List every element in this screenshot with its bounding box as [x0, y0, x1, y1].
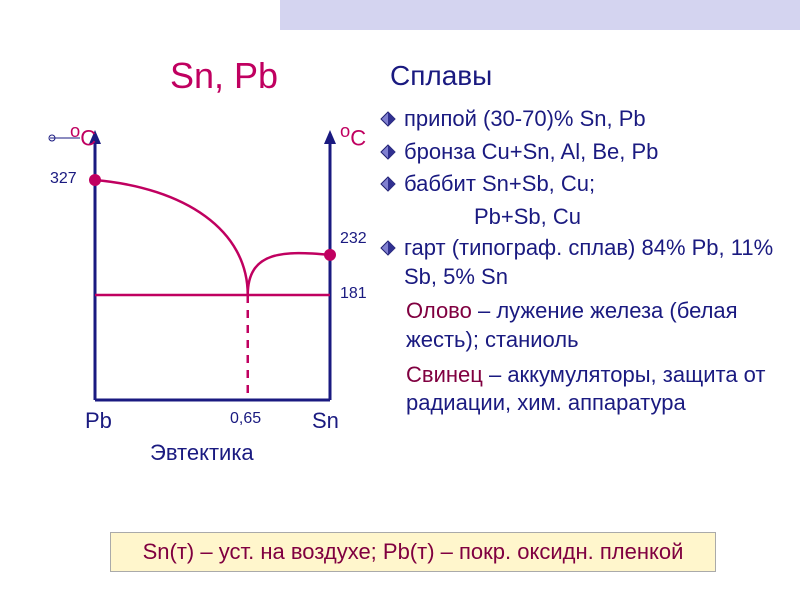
y-axis-unit-left: oC	[70, 120, 96, 151]
lead-usage-line: Свинец – аккумуляторы, защита от радиаци…	[380, 361, 780, 418]
tick-327: 327	[50, 170, 77, 188]
alloy-list: припой (30-70)% Sn, Pb бронза Cu+Sn, Al,…	[380, 105, 780, 422]
tick-232: 232	[340, 230, 367, 248]
section-heading: Сплавы	[390, 60, 492, 92]
list-item-text: баббит Sn+Sb, Cu;	[404, 170, 595, 199]
phase-diagram: oC oC 327 232 181 Pb Sn 0,65 Эвтектика	[40, 130, 360, 510]
list-item-continuation: Pb+Sb, Cu	[474, 203, 780, 231]
diamond-bullet-icon	[380, 240, 396, 256]
list-item-text: припой (30-70)% Sn, Pb	[404, 105, 646, 134]
diagram-svg	[40, 130, 360, 450]
eutectic-label: Эвтектика	[150, 440, 254, 466]
lead-highlight: Свинец	[406, 362, 483, 387]
list-item: припой (30-70)% Sn, Pb	[380, 105, 780, 134]
list-item: гарт (типограф. сплав) 84% Pb, 11% Sb, 5…	[380, 234, 780, 291]
y-axis-unit-right: oC	[340, 120, 366, 151]
x-label-pb: Pb	[85, 408, 112, 434]
list-item: баббит Sn+Sb, Cu;	[380, 170, 780, 199]
list-item-text: бронза Cu+Sn, Al, Be, Pb	[404, 138, 658, 167]
x-label-sn: Sn	[312, 408, 339, 434]
tick-181: 181	[340, 285, 367, 303]
list-item: бронза Cu+Sn, Al, Be, Pb	[380, 138, 780, 167]
tin-usage-line: Олово – лужение железа (белая жесть); ст…	[380, 297, 780, 354]
diamond-bullet-icon	[380, 176, 396, 192]
page-title: Sn, Pb	[170, 55, 278, 97]
eutectic-x-label: 0,65	[230, 410, 261, 428]
diamond-bullet-icon	[380, 111, 396, 127]
list-item-text: гарт (типограф. сплав) 84% Pb, 11% Sb, 5…	[404, 234, 780, 291]
header-accent-bar	[280, 0, 800, 30]
tin-highlight: Олово	[406, 298, 472, 323]
footer-note: Sn(т) – уст. на воздухе; Pb(т) – покр. о…	[110, 532, 716, 572]
diamond-bullet-icon	[380, 144, 396, 160]
